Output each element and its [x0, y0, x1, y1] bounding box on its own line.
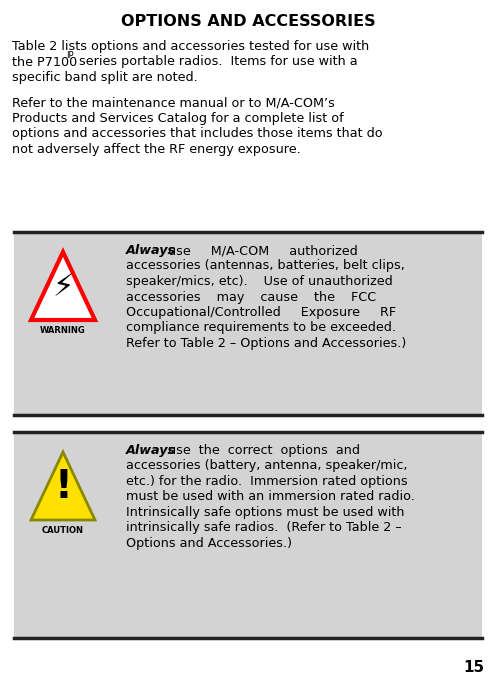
Text: ⚡: ⚡ [52, 273, 74, 302]
Text: Products and Services Catalog for a complete list of: Products and Services Catalog for a comp… [12, 112, 344, 125]
Text: use  the  correct  options  and: use the correct options and [164, 444, 360, 457]
Text: the P7100: the P7100 [12, 55, 77, 69]
Bar [14, 232, 482, 415]
Text: Refer to the maintenance manual or to M/A-COM’s: Refer to the maintenance manual or to M/… [12, 96, 335, 109]
Text: !: ! [54, 468, 72, 506]
Text: Options and Accessories.): Options and Accessories.) [126, 537, 292, 550]
Text: Occupational/Controlled     Exposure     RF: Occupational/Controlled Exposure RF [126, 306, 396, 319]
Text: specific band split are noted.: specific band split are noted. [12, 71, 198, 84]
Text: Always: Always [126, 444, 176, 457]
Text: Always: Always [126, 244, 176, 257]
Text: options and accessories that includes those items that do: options and accessories that includes th… [12, 127, 382, 140]
Polygon shape [31, 452, 95, 520]
Text: WARNING: WARNING [40, 326, 86, 335]
Text: accessories (antennas, batteries, belt clips,: accessories (antennas, batteries, belt c… [126, 259, 405, 272]
Text: IP: IP [66, 51, 73, 61]
Bar [14, 432, 482, 638]
Text: Table 2 lists options and accessories tested for use with: Table 2 lists options and accessories te… [12, 40, 369, 53]
Text: series portable radios.  Items for use with a: series portable radios. Items for use wi… [75, 55, 358, 69]
Text: intrinsically safe radios.  (Refer to Table 2 –: intrinsically safe radios. (Refer to Tab… [126, 522, 402, 534]
Text: not adversely affect the RF energy exposure.: not adversely affect the RF energy expos… [12, 143, 301, 156]
Text: Intrinsically safe options must be used with: Intrinsically safe options must be used … [126, 506, 405, 519]
Text: must be used with an immersion rated radio.: must be used with an immersion rated rad… [126, 491, 415, 503]
Text: speaker/mics, etc).    Use of unauthorized: speaker/mics, etc). Use of unauthorized [126, 275, 393, 288]
Text: CAUTION: CAUTION [42, 526, 84, 535]
Text: etc.) for the radio.  Immersion rated options: etc.) for the radio. Immersion rated opt… [126, 475, 408, 488]
Text: Refer to Table 2 – Options and Accessories.): Refer to Table 2 – Options and Accessori… [126, 337, 406, 350]
Text: use     M/A-COM     authorized: use M/A-COM authorized [164, 244, 358, 257]
Text: OPTIONS AND ACCESSORIES: OPTIONS AND ACCESSORIES [121, 14, 375, 29]
Polygon shape [31, 252, 95, 320]
Text: accessories    may    cause    the    FCC: accessories may cause the FCC [126, 290, 376, 303]
Text: 15: 15 [463, 660, 484, 674]
Text: compliance requirements to be exceeded.: compliance requirements to be exceeded. [126, 321, 396, 334]
Text: accessories (battery, antenna, speaker/mic,: accessories (battery, antenna, speaker/m… [126, 460, 408, 472]
